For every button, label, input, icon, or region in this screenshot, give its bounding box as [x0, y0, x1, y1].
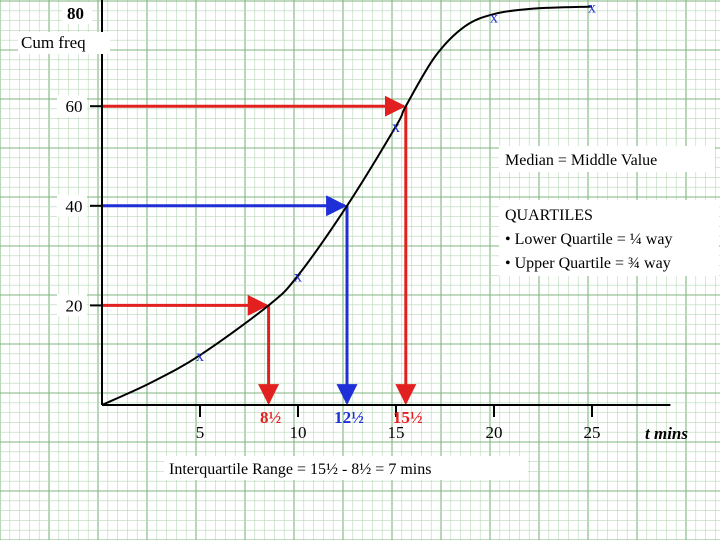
- data-point-marker: x: [196, 348, 204, 365]
- x-tick-label: 15: [388, 423, 405, 442]
- lower-quartile-value-label: 8½: [260, 408, 282, 427]
- quartiles-note-bg: [499, 200, 719, 276]
- quartiles-title: QUARTILES: [505, 207, 593, 224]
- quartiles-lower-note: • Lower Quartile = ¼ way: [505, 231, 672, 248]
- data-point-marker: x: [588, 0, 596, 17]
- median-note-bg: [499, 146, 715, 172]
- y-tick-label: 20: [66, 296, 83, 315]
- x-tick-label: 20: [486, 423, 503, 442]
- ylabel-bg: [18, 32, 110, 54]
- data-point-marker: x: [294, 269, 302, 286]
- guide-value-labels: 8½ 12½ 15½: [260, 408, 423, 427]
- median-note: Median = Middle Value: [505, 152, 657, 169]
- iqr-note: Interquartile Range = 15½ - 8½ = 7 mins: [169, 461, 431, 478]
- y-tick-label-bg: [57, 95, 87, 118]
- median-value-label: 12½: [334, 408, 364, 427]
- y-tick-label: 40: [66, 197, 83, 216]
- tick-labels: 5 10 15 20 25 20 40 60: [57, 95, 601, 442]
- data-point-marker: x: [490, 10, 498, 27]
- y-tick-label-bg: [57, 294, 87, 317]
- quartiles-upper-note: • Upper Quartile = ¾ way: [505, 255, 671, 272]
- data-point-marker: x: [392, 119, 400, 136]
- upper-quartile-value-label: 15½: [393, 408, 423, 427]
- cumulative-frequency-curve: [101, 5, 593, 406]
- y-tick-label: 60: [66, 97, 83, 116]
- y-axis-top-label: 80: [67, 4, 84, 23]
- y-axis-label: Cum freq: [21, 33, 86, 52]
- ylabel-top-bg: [62, 2, 92, 24]
- quartile-guides: [102, 95, 417, 406]
- axes: [101, 0, 671, 406]
- y-tick-label-bg: [57, 194, 87, 217]
- x-axis-label: t mins: [645, 424, 688, 443]
- x-tick-label: 10: [290, 423, 307, 442]
- data-point-markers: x x x x x: [196, 0, 596, 365]
- x-tick-label: 5: [196, 423, 205, 442]
- iqr-note-bg: [164, 456, 528, 480]
- x-tick-label: 25: [584, 423, 601, 442]
